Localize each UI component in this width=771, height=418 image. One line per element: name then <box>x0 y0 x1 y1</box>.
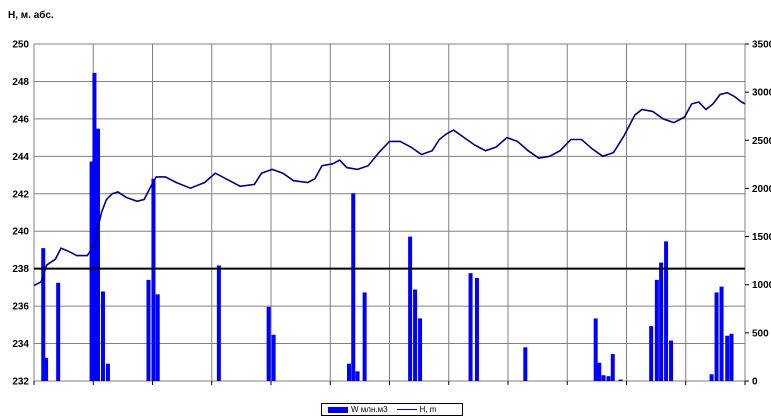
bar <box>729 333 734 381</box>
bar <box>468 273 473 381</box>
bar <box>593 318 598 381</box>
bar <box>155 294 160 381</box>
bar <box>606 376 611 381</box>
bar <box>725 335 730 381</box>
left-tick-label: 248 <box>12 77 29 88</box>
right-tick-label: 3000 <box>752 88 771 99</box>
line-series-h <box>33 91 746 287</box>
bar <box>89 161 94 381</box>
bar <box>266 306 271 381</box>
bar <box>92 72 97 381</box>
left-tick-label: 238 <box>12 264 29 275</box>
legend-swatch-w <box>328 406 348 413</box>
x-axis-ticks <box>33 381 746 385</box>
legend-label-h: H, m <box>419 405 437 414</box>
bar <box>719 286 724 381</box>
left-tick-label: 240 <box>12 227 29 238</box>
bar <box>610 354 615 381</box>
bar <box>216 265 221 381</box>
left-tick-label: 250 <box>12 40 29 51</box>
left-tick-label: 234 <box>12 339 29 350</box>
bar <box>408 236 413 381</box>
right-tick-label: 1000 <box>752 280 771 291</box>
bar <box>44 357 49 381</box>
bar <box>355 371 360 381</box>
bar <box>664 241 669 381</box>
bar <box>413 289 418 381</box>
bar <box>618 379 623 381</box>
bar <box>649 326 654 381</box>
right-tick-label: 3500 <box>752 40 771 51</box>
bar <box>362 292 367 381</box>
bar <box>105 363 110 381</box>
bar <box>95 128 100 381</box>
bar <box>346 363 351 381</box>
left-tick-label: 236 <box>12 302 29 313</box>
left-tick-label: 244 <box>12 152 29 163</box>
bar-series-w <box>41 72 734 381</box>
bar <box>146 279 151 381</box>
bar <box>271 334 276 381</box>
bar <box>654 279 659 381</box>
bar <box>351 193 356 381</box>
y-axis-label: H, м. абс. <box>8 10 54 21</box>
legend-swatch-h <box>396 409 417 410</box>
left-axis-ticks: 232 234 236 238 240 242 244 246 248 250 <box>12 40 29 388</box>
right-tick-label: 1500 <box>752 232 771 243</box>
bar <box>669 340 674 381</box>
right-tick-label: 500 <box>752 328 769 339</box>
bar <box>523 347 528 381</box>
bar <box>100 291 105 381</box>
right-tick-label: 2000 <box>752 184 771 195</box>
bar <box>597 362 602 381</box>
bar <box>659 262 664 381</box>
legend: W млн.м3 H, m <box>321 403 463 416</box>
bar <box>601 375 606 381</box>
left-tick-label: 242 <box>12 189 29 200</box>
right-tick-label: 0 <box>752 377 758 388</box>
bar <box>474 277 479 381</box>
bar <box>418 318 423 381</box>
bar <box>151 178 156 381</box>
bar <box>41 248 46 381</box>
bar <box>709 374 714 381</box>
legend-label-w: W млн.м3 <box>351 405 388 414</box>
left-tick-label: 246 <box>12 114 29 125</box>
bar <box>714 292 719 381</box>
bar <box>56 282 61 381</box>
left-tick-label: 232 <box>12 377 29 388</box>
